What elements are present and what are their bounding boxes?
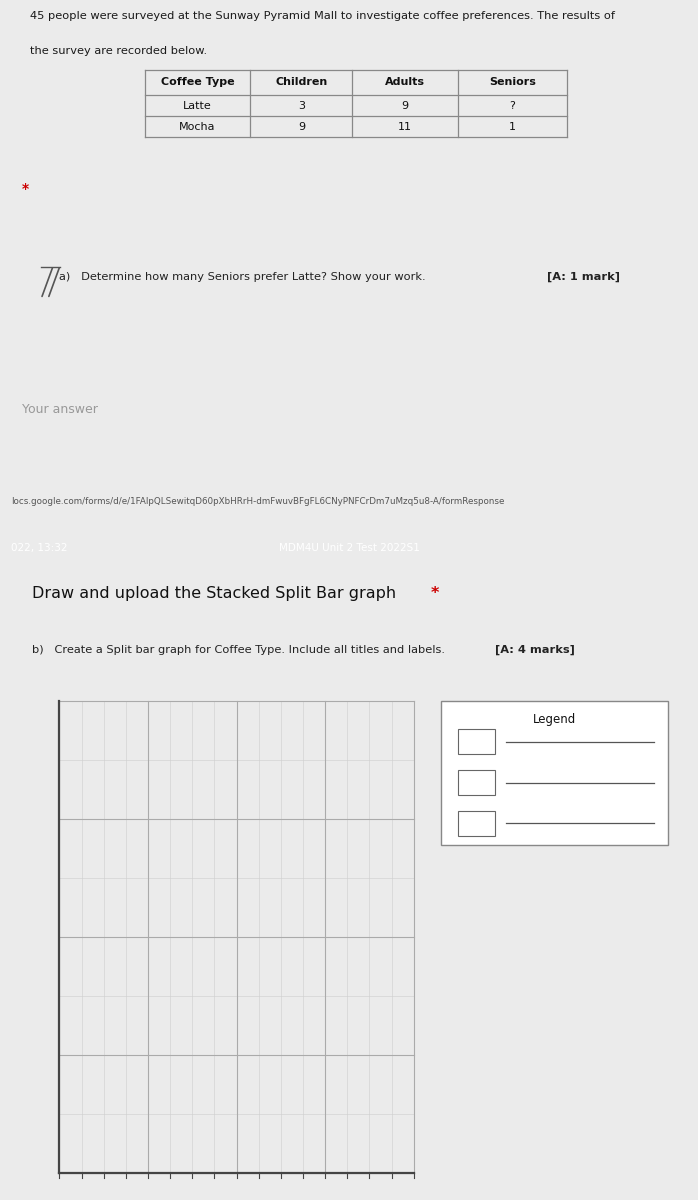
Text: b)   Create a Split bar graph for Coffee Type. Include all titles and labels.: b) Create a Split bar graph for Coffee T…	[32, 646, 449, 655]
Text: Coffee Type: Coffee Type	[161, 77, 235, 88]
Text: Adults: Adults	[385, 77, 425, 88]
FancyBboxPatch shape	[458, 730, 496, 755]
Text: 3: 3	[298, 101, 305, 110]
Text: Mocha: Mocha	[179, 121, 216, 132]
Text: 11: 11	[398, 121, 413, 132]
Text: 9: 9	[401, 101, 409, 110]
Text: ?: ?	[510, 101, 515, 110]
Text: Draw and upload the Stacked Split Bar graph: Draw and upload the Stacked Split Bar gr…	[32, 586, 401, 601]
Text: Latte: Latte	[183, 101, 211, 110]
Text: Your answer: Your answer	[22, 403, 98, 416]
Text: Legend: Legend	[533, 713, 576, 726]
Text: the survey are recorded below.: the survey are recorded below.	[30, 46, 207, 55]
Text: 45 people were surveyed at the Sunway Pyramid Mall to investigate coffee prefere: 45 people were surveyed at the Sunway Py…	[30, 11, 615, 22]
Text: Children: Children	[275, 77, 327, 88]
Text: Seniors: Seniors	[489, 77, 536, 88]
Text: a)   Determine how many Seniors prefer Latte? Show your work.: a) Determine how many Seniors prefer Lat…	[59, 271, 430, 282]
Text: 1: 1	[509, 121, 516, 132]
Text: 022, 13:32: 022, 13:32	[11, 544, 68, 553]
Text: [A: 1 mark]: [A: 1 mark]	[547, 271, 620, 282]
Text: [A: 4 marks]: [A: 4 marks]	[496, 646, 575, 655]
Text: *: *	[22, 181, 29, 196]
FancyBboxPatch shape	[441, 701, 668, 845]
FancyBboxPatch shape	[458, 811, 496, 835]
Text: MDM4U Unit 2 Test 2022S1: MDM4U Unit 2 Test 2022S1	[279, 544, 419, 553]
Text: 9: 9	[298, 121, 305, 132]
FancyBboxPatch shape	[458, 770, 496, 796]
Text: locs.google.com/forms/d/e/1FAlpQLSewitqD60pXbHRrH-dmFwuvBFgFL6CNyPNFCrDm7uMzq5u8: locs.google.com/forms/d/e/1FAlpQLSewitqD…	[11, 497, 505, 505]
Text: *: *	[431, 586, 439, 601]
